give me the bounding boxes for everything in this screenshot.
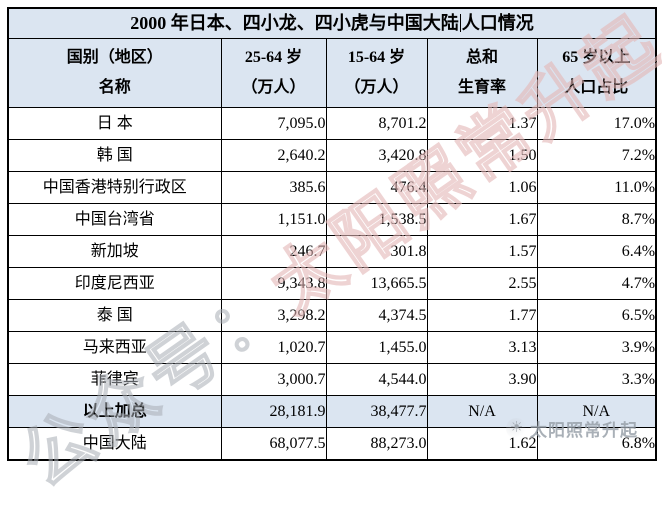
table-row-philippines: 菲律宾 3,000.7 4,544.0 3.90 3.3% <box>7 363 657 396</box>
table-header-row: 国别（地区） 名称 25-64 岁 （万人） 15-64 岁 （万人） 总和生育率 6… <box>7 38 657 108</box>
cell-region-name: 中国台湾省 <box>7 203 222 236</box>
table-row-korea: 韩 国 2,640.2 3,420.8 1.50 7.2% <box>7 139 657 172</box>
cell-tfr: 3.90 <box>426 363 538 396</box>
col-header-pop-15-64: 15-64 岁 （万人） <box>325 38 428 108</box>
cell-tfr: 1.77 <box>426 299 538 332</box>
cell-tfr: 1.06 <box>426 171 538 204</box>
col-header-elderly-line2: 人口占比 <box>564 79 629 96</box>
cell-pop-25-64: 68,077.5 <box>220 427 327 461</box>
table-row-malaysia: 马来西亚 1,020.7 1,455.0 3.13 3.9% <box>7 331 657 364</box>
col-header-pop-25-64-line1: 25-64 岁 <box>244 49 303 66</box>
cell-region-name: 新加坡 <box>7 235 222 268</box>
cell-pop-15-64: 8,701.2 <box>325 107 428 140</box>
col-header-pop-25-64: 25-64 岁 （万人） <box>220 38 327 108</box>
table-title-text-right: 人口情况 <box>461 13 534 34</box>
cell-pop-15-64: 4,374.5 <box>325 299 428 332</box>
cell-elderly-share: 8.7% <box>536 203 657 236</box>
col-header-region: 国别（地区） 名称 <box>7 38 222 108</box>
col-header-region-line2: 名称 <box>98 79 131 96</box>
cell-pop-25-64: 3,000.7 <box>220 363 327 396</box>
cell-tfr: 2.55 <box>426 267 538 300</box>
col-header-region-line1: 国别（地区） <box>66 49 163 66</box>
cell-region-name: 中国大陆 <box>7 427 222 461</box>
cell-region-name: 日 本 <box>7 107 222 140</box>
cell-pop-25-64: 1,151.0 <box>220 203 327 236</box>
col-header-tfr-line2: 生育率 <box>457 79 506 96</box>
cell-region-name: 韩 国 <box>7 139 222 172</box>
cell-pop-25-64: 7,095.0 <box>220 107 327 140</box>
table-row-singapore: 新加坡 246.7 301.8 1.57 6.4% <box>7 235 657 268</box>
population-table: 2000 年日本、四小龙、四小虎与中国大陆 人口情况 国别（地区） 名称 25-64… <box>7 7 658 461</box>
col-header-pop-25-64-line2: （万人） <box>241 79 306 96</box>
table-title: 2000 年日本、四小龙、四小虎与中国大陆 人口情况 <box>7 7 657 39</box>
cell-pop-15-64: 3,420.8 <box>325 139 428 172</box>
cell-region-name: 中国香港特别行政区 <box>7 171 222 204</box>
cell-elderly-share: 7.2% <box>536 139 657 172</box>
cell-tfr: 1.37 <box>426 107 538 140</box>
cell-elderly-share: 4.7% <box>536 267 657 300</box>
cell-pop-25-64: 1,020.7 <box>220 331 327 364</box>
table-title-row: 2000 年日本、四小龙、四小虎与中国大陆 人口情况 <box>7 7 657 39</box>
table-row-indonesia: 印度尼西亚 9,343.8 13,665.5 2.55 4.7% <box>7 267 657 300</box>
cell-tfr: N/A <box>426 395 538 428</box>
cell-pop-25-64: 246.7 <box>220 235 327 268</box>
cell-region-name: 菲律宾 <box>7 363 222 396</box>
col-header-tfr: 总和 生育率 <box>426 38 538 108</box>
cell-tfr: 1.50 <box>426 139 538 172</box>
table-row-taiwan: 中国台湾省 1,151.0 1,538.5 1.67 8.7% <box>7 203 657 236</box>
cell-pop-25-64: 3,298.2 <box>220 299 327 332</box>
cell-pop-15-64: 1,455.0 <box>325 331 428 364</box>
cell-elderly-share: N/A <box>536 395 657 428</box>
cell-pop-15-64: 13,665.5 <box>325 267 428 300</box>
cell-elderly-share: 6.5% <box>536 299 657 332</box>
cell-tfr: 1.57 <box>426 235 538 268</box>
cell-pop-15-64: 88,273.0 <box>325 427 428 461</box>
table-row-sum: 以上加总 28,181.9 38,477.7 N/A N/A <box>7 395 657 428</box>
table-row-hongkong: 中国香港特别行政区 385.6 476.4 1.06 11.0% <box>7 171 657 204</box>
cell-pop-15-64: 38,477.7 <box>325 395 428 428</box>
cell-elderly-share: 6.4% <box>536 235 657 268</box>
cell-pop-15-64: 476.4 <box>325 171 428 204</box>
cell-pop-25-64: 2,640.2 <box>220 139 327 172</box>
cell-elderly-share: 6.8% <box>536 427 657 461</box>
cell-pop-25-64: 9,343.8 <box>220 267 327 300</box>
col-header-pop-15-64-line2: （万人） <box>344 79 409 96</box>
cell-pop-15-64: 1,538.5 <box>325 203 428 236</box>
cell-region-name: 以上加总 <box>7 395 222 428</box>
col-header-elderly-share: 65 岁以上 人口占比 <box>536 38 657 108</box>
table-row-thailand: 泰 国 3,298.2 4,374.5 1.77 6.5% <box>7 299 657 332</box>
cell-region-name: 泰 国 <box>7 299 222 332</box>
cell-elderly-share: 3.3% <box>536 363 657 396</box>
col-header-tfr-line1: 总和 <box>465 49 498 66</box>
cell-region-name: 马来西亚 <box>7 331 222 364</box>
cell-tfr: 1.62 <box>426 427 538 461</box>
col-header-pop-15-64-line1: 15-64 岁 <box>347 49 406 66</box>
cell-pop-25-64: 28,181.9 <box>220 395 327 428</box>
cell-elderly-share: 3.9% <box>536 331 657 364</box>
cell-pop-15-64: 4,544.0 <box>325 363 428 396</box>
cell-elderly-share: 11.0% <box>536 171 657 204</box>
col-header-elderly-line1: 65 岁以上 <box>562 49 631 66</box>
table-row-japan: 日 本 7,095.0 8,701.2 1.37 17.0% <box>7 107 657 140</box>
text-cursor <box>459 14 461 33</box>
cell-elderly-share: 17.0% <box>536 107 657 140</box>
cell-pop-15-64: 301.8 <box>325 235 428 268</box>
cell-tfr: 1.67 <box>426 203 538 236</box>
cell-region-name: 印度尼西亚 <box>7 267 222 300</box>
cell-pop-25-64: 385.6 <box>220 171 327 204</box>
cell-tfr: 3.13 <box>426 331 538 364</box>
table-row-mainland-china: 中国大陆 68,077.5 88,273.0 1.62 6.8% <box>7 427 657 461</box>
table-title-text-left: 2000 年日本、四小龙、四小虎与中国大陆 <box>130 13 459 34</box>
